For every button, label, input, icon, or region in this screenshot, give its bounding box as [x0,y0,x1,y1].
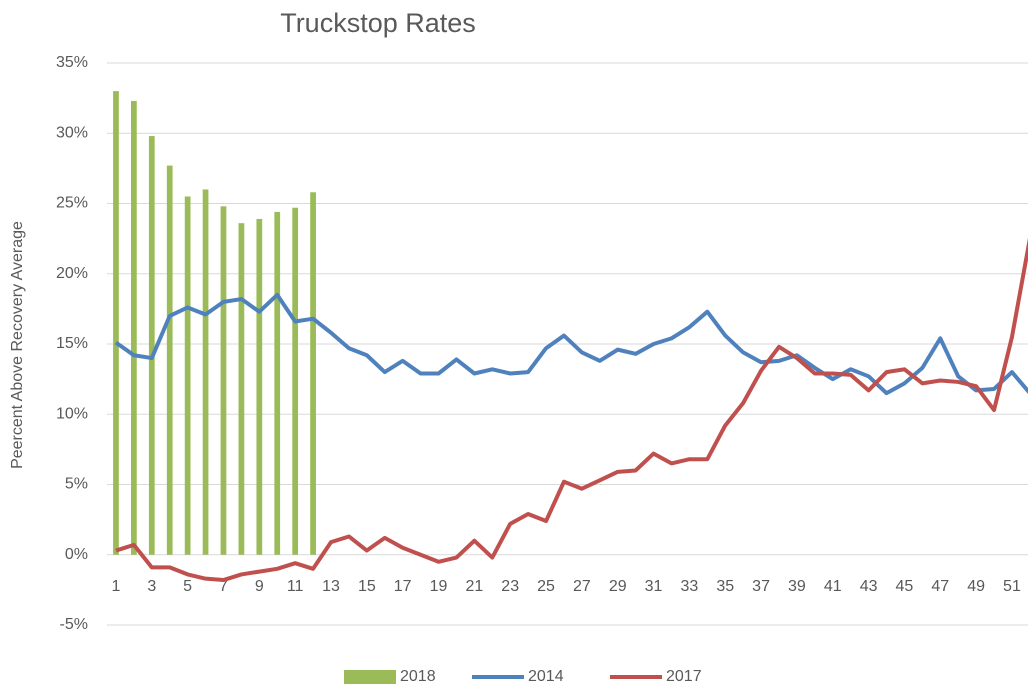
y-tick-label: 0% [65,546,88,563]
x-tick-label: 25 [537,578,555,595]
bar [292,207,299,555]
bar [184,196,191,555]
x-tick-label: 13 [322,578,340,595]
x-tick-label: 37 [752,578,770,595]
x-tick-label: 17 [394,578,412,595]
x-tick-label: 33 [681,578,699,595]
legend-label: 2014 [528,668,564,685]
x-tick-label: 49 [967,578,985,595]
legend-label: 2018 [400,668,436,685]
x-tick-label: 45 [896,578,914,595]
line [115,238,1028,583]
y-tick-label: 25% [56,195,88,212]
bar [131,100,137,555]
y-tick-label: 35% [56,54,88,71]
bar [202,189,209,555]
x-tick-label: 29 [609,578,627,595]
x-tick-label: 35 [716,578,734,595]
x-tick-label: 23 [501,578,519,595]
x-tick-label: 1 [112,578,121,595]
y-tick-label: 10% [56,405,88,422]
bar [166,165,173,555]
x-tick-label: 21 [465,578,483,595]
bar [274,211,281,555]
x-tick-label: 51 [1003,578,1021,595]
x-tick-label: 9 [255,578,264,595]
x-tick-label: 15 [358,578,376,595]
bar [220,206,227,555]
x-tick-label: 47 [931,578,949,595]
bar [310,192,316,555]
y-tick-label: -5% [60,616,88,633]
x-tick-label: 39 [788,578,806,595]
chart-title: Truckstop Rates [280,8,476,38]
line [114,292,1028,396]
bar [238,223,245,555]
x-tick-label: 41 [824,578,842,595]
x-tick-label: 19 [430,578,448,595]
bar [256,218,263,555]
x-tick-label: 27 [573,578,591,595]
y-tick-label: 20% [56,265,88,282]
y-tick-label: 30% [56,124,88,141]
legend-label: 2017 [666,668,702,685]
x-tick-label: 7 [219,578,228,595]
y-tick-label: 15% [56,335,88,352]
x-tick-label: 43 [860,578,878,595]
x-tick-label: 3 [147,578,156,595]
bar [113,91,119,555]
y-tick-label: 5% [65,476,88,493]
bar [148,136,155,555]
x-tick-label: 31 [645,578,663,595]
x-tick-label: 11 [287,578,304,595]
y-axis-label: Peercent Above Recovery Average [9,221,26,469]
x-tick-label: 5 [183,578,192,595]
legend-swatch [344,670,396,684]
